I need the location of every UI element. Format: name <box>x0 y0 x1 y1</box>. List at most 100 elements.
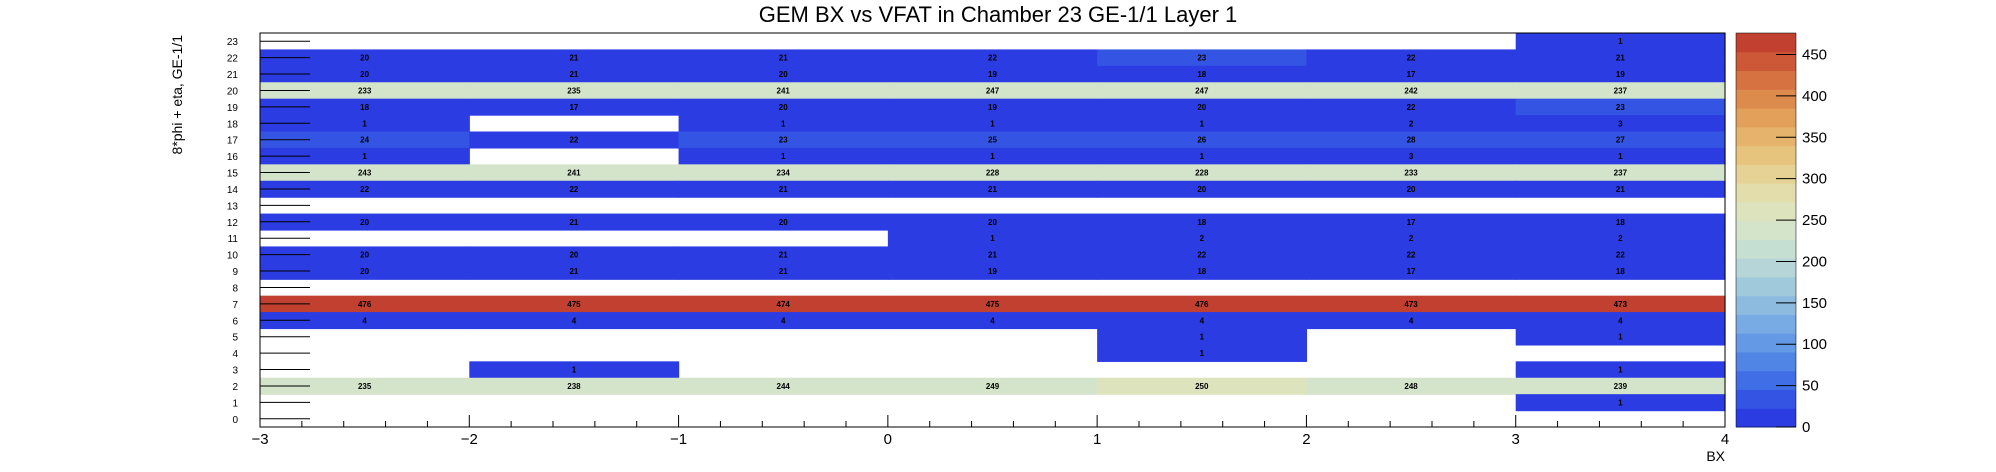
heatmap-cell <box>887 312 1098 330</box>
heatmap-cell <box>1097 344 1308 362</box>
cell-value-label: 20 <box>360 251 369 260</box>
cell-value-label: 21 <box>779 251 788 260</box>
colorbar-band <box>1736 239 1796 259</box>
heatmap-cell <box>678 115 889 133</box>
colorbar-band <box>1736 201 1796 222</box>
cell-value-label: 19 <box>1616 70 1625 79</box>
cell-value-label: 20 <box>360 70 369 79</box>
heatmap-cell <box>678 295 889 313</box>
heatmap-cell <box>1515 246 1726 264</box>
cell-value-label: 18 <box>360 103 369 112</box>
y-tick-label: 5 <box>232 333 238 344</box>
cell-value-label: 20 <box>779 103 788 112</box>
heatmap-cell <box>887 180 1098 198</box>
cell-value-label: 28 <box>1407 136 1416 145</box>
cell-value-label: 1 <box>781 119 786 128</box>
y-tick-label: 10 <box>227 251 239 262</box>
heatmap-cell <box>469 213 680 231</box>
cell-value-label: 1 <box>1618 37 1623 46</box>
heatmap-cell <box>260 49 470 67</box>
cell-value-label: 4 <box>572 316 577 325</box>
cell-value-label: 18 <box>1197 70 1206 79</box>
colorbar-band <box>1736 314 1796 334</box>
cell-value-label: 21 <box>988 251 997 260</box>
heatmap-cell <box>1306 180 1517 198</box>
cell-value-label: 474 <box>777 300 791 309</box>
heatmap-cell <box>887 377 1098 395</box>
cell-value-label: 27 <box>1616 136 1625 145</box>
y-tick-label: 16 <box>227 152 239 163</box>
cell-value-label: 237 <box>1614 86 1628 95</box>
cell-value-label: 228 <box>1195 169 1209 178</box>
cell-value-label: 18 <box>1616 218 1625 227</box>
cell-value-label: 239 <box>1614 382 1628 391</box>
y-tick-label: 19 <box>227 103 239 114</box>
color-scale: 0 50 100 150 200 250 300 350 400 450 <box>1735 32 1827 436</box>
heatmap-cell <box>260 312 470 330</box>
cell-value-label: 21 <box>569 218 578 227</box>
y-tick-label: 1 <box>232 398 238 409</box>
heatmap-cell <box>1515 98 1726 116</box>
cell-value-label: 19 <box>988 267 997 276</box>
heatmap-cell <box>678 213 889 231</box>
y-tick-label: 2 <box>232 382 238 393</box>
cell-value-label: 20 <box>1407 185 1416 194</box>
colorbar-tick-label: 100 <box>1802 336 1827 353</box>
colorbar-tick-label: 50 <box>1802 378 1819 395</box>
heatmap-cell <box>1097 328 1308 346</box>
cell-value-label: 243 <box>358 169 372 178</box>
heatmap-cell <box>1306 213 1517 231</box>
cell-value-label: 244 <box>777 382 791 391</box>
cell-value-label: 233 <box>358 86 372 95</box>
cell-value-label: 22 <box>360 185 369 194</box>
chart-title: GEM BX vs VFAT in Chamber 23 GE-1/1 Laye… <box>759 2 1238 27</box>
heatmap-cell <box>1515 213 1726 231</box>
cell-value-label: 1 <box>990 119 995 128</box>
colorbar-band <box>1736 51 1796 72</box>
heatmap-cell <box>1515 82 1726 100</box>
heatmap-cell <box>1097 98 1308 116</box>
cell-value-label: 22 <box>1616 251 1625 260</box>
heatmap-cell <box>1097 65 1308 83</box>
colorbar-band <box>1736 220 1796 240</box>
cell-value-label: 2 <box>1618 234 1623 243</box>
cell-value-label: 20 <box>360 218 369 227</box>
cell-value-label: 4 <box>1200 316 1205 325</box>
heatmap-cell <box>678 147 889 165</box>
cell-value-label: 18 <box>1616 267 1625 276</box>
heatmap-cell <box>1306 115 1517 133</box>
x-tick-label: −3 <box>251 431 268 448</box>
y-tick-label: 23 <box>227 37 239 48</box>
heatmap-cell <box>678 377 889 395</box>
colorbar-band <box>1736 276 1796 297</box>
heatmap-cell <box>469 98 680 116</box>
heatmap-cell <box>1515 328 1726 346</box>
heatmap-cell <box>1097 49 1308 67</box>
y-tick-label: 9 <box>232 267 238 278</box>
cell-value-label: 21 <box>569 267 578 276</box>
colorbar-tick-label: 150 <box>1802 295 1827 312</box>
cell-value-label: 2 <box>1200 234 1205 243</box>
y-tick-label: 3 <box>232 366 238 377</box>
colorbar-band <box>1736 258 1796 278</box>
colorbar-band <box>1736 333 1796 353</box>
cell-value-label: 21 <box>988 185 997 194</box>
heatmap-cell <box>678 65 889 83</box>
y-tick-label: 18 <box>227 119 239 130</box>
heatmap-cell <box>1515 147 1726 165</box>
heatmap-cell <box>1306 262 1517 280</box>
heatmap-cell <box>678 246 889 264</box>
y-axis-label: 8*phi + eta, GE-1/1 <box>169 35 185 155</box>
cell-value-label: 2 <box>1409 234 1414 243</box>
heatmap-cell <box>260 262 470 280</box>
heatmap-cell <box>469 82 680 100</box>
cell-value-label: 20 <box>1197 185 1206 194</box>
heatmap-cell <box>469 295 680 313</box>
cell-value-label: 4 <box>1409 316 1414 325</box>
y-tick-label: 14 <box>227 185 239 196</box>
heatmap-cell <box>1306 312 1517 330</box>
y-tick-label: 4 <box>232 349 238 360</box>
heatmap-cell <box>887 164 1098 182</box>
